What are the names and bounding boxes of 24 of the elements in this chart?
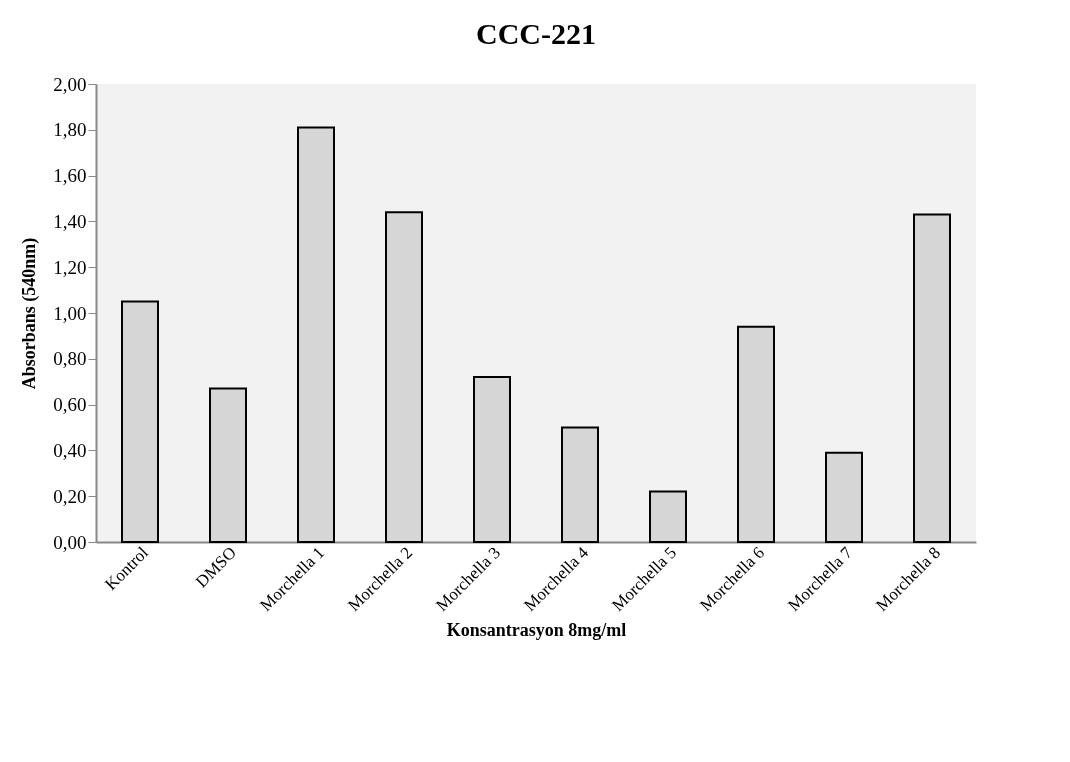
chart-title: CCC-221 bbox=[476, 17, 596, 50]
bar bbox=[649, 490, 687, 543]
y-tick-label: 0,20 bbox=[53, 485, 87, 507]
bar bbox=[737, 325, 775, 543]
y-tick-label: 0,80 bbox=[53, 348, 87, 370]
bar bbox=[825, 451, 863, 543]
bar bbox=[385, 211, 423, 543]
y-tick-label: 1,80 bbox=[53, 119, 87, 141]
bar bbox=[209, 387, 247, 543]
y-tick-label: 0,40 bbox=[53, 439, 87, 461]
bar bbox=[121, 300, 159, 543]
y-tick-label: 1,20 bbox=[53, 256, 87, 278]
bar bbox=[913, 213, 951, 543]
y-tick-label: 2,00 bbox=[53, 73, 87, 95]
y-tick-label: 0,60 bbox=[53, 394, 87, 416]
bar bbox=[561, 426, 599, 543]
x-axis-title: Konsantrasyon 8mg/ml bbox=[446, 620, 627, 641]
bar bbox=[297, 126, 335, 543]
y-tick-label: 0,00 bbox=[53, 531, 87, 553]
y-tick-label: 1,40 bbox=[53, 210, 87, 232]
bar bbox=[473, 376, 511, 543]
y-tick-label: 1,00 bbox=[53, 302, 87, 324]
y-tick-label: 1,60 bbox=[53, 165, 87, 187]
y-axis-title: Absorbans (540nm) bbox=[19, 237, 41, 390]
